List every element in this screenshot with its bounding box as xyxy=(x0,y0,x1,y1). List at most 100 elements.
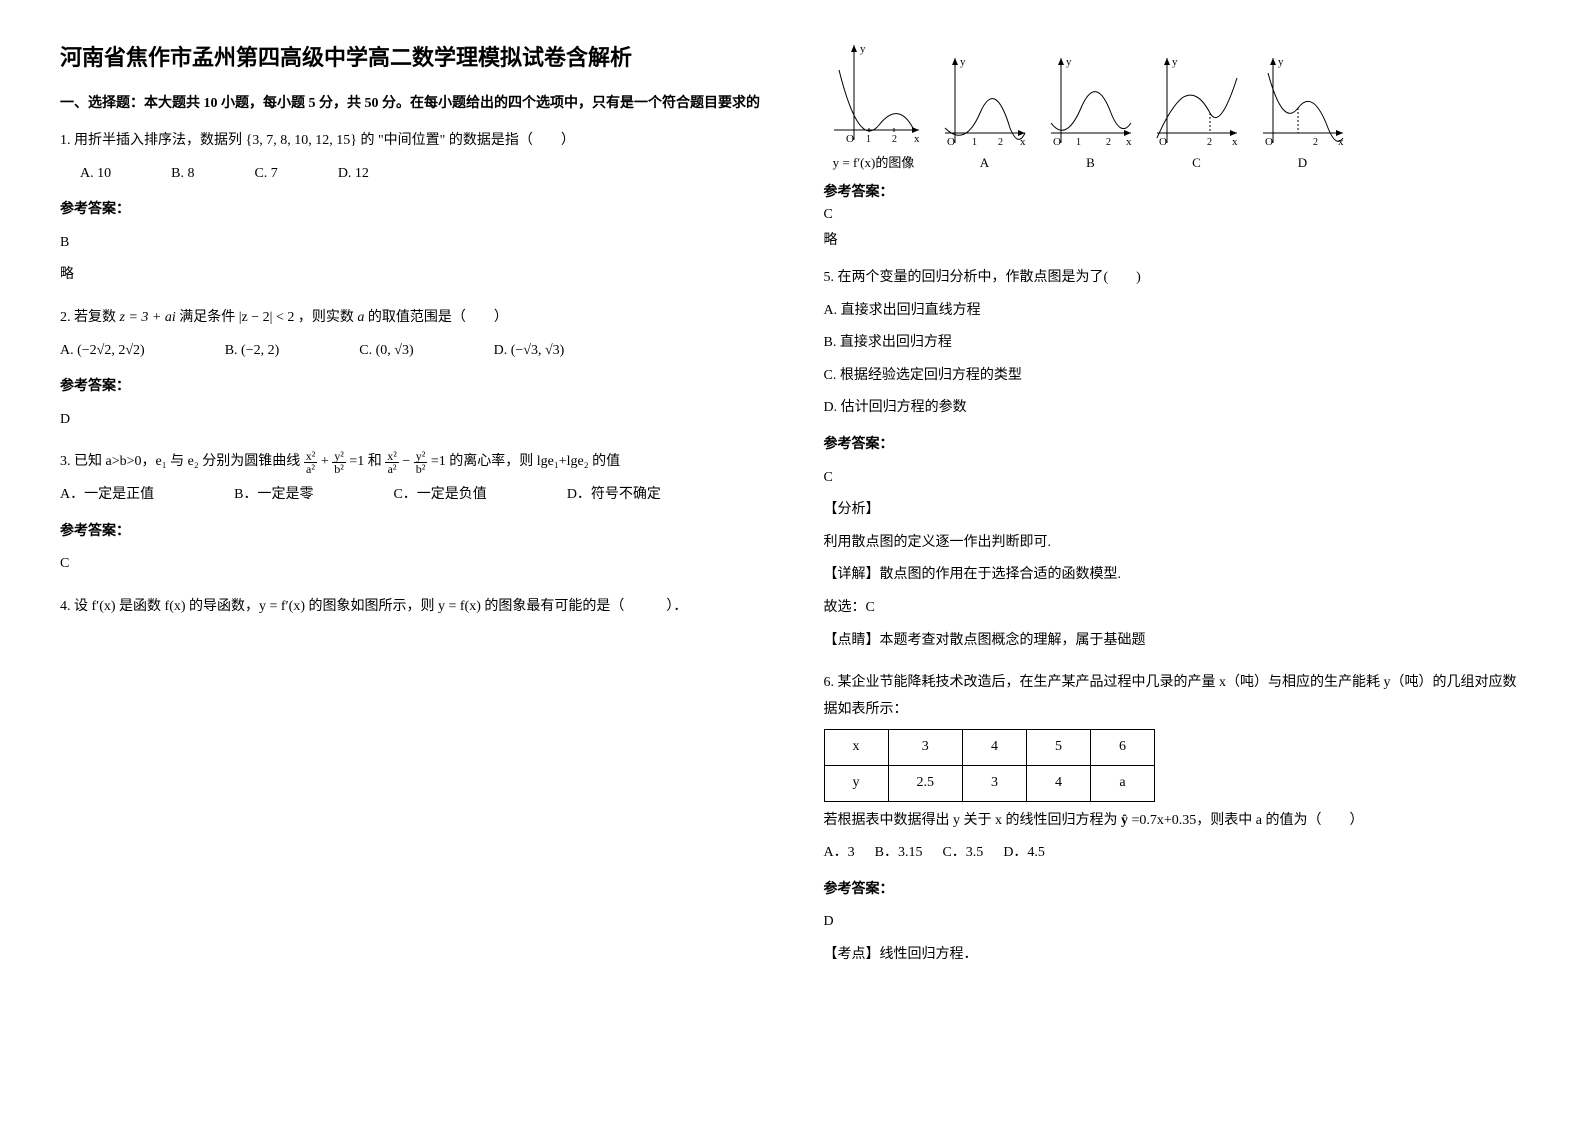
q1-set: {3, 7, 8, 10, 12, 15} xyxy=(246,133,357,148)
q6-text2-b: =0.7x+0.35，则表中 a 的值为（ ） xyxy=(1132,813,1364,828)
q4-answer-label: 参考答案： xyxy=(824,181,1528,201)
table-cell: a xyxy=(1091,765,1155,801)
table-cell: 5 xyxy=(1027,730,1091,766)
table-cell: 3 xyxy=(888,730,963,766)
table-cell: 3 xyxy=(963,765,1027,801)
svg-text:2: 2 xyxy=(1207,137,1212,148)
q3-mid1: + xyxy=(321,454,332,469)
q3-options: A．一定是正值 B．一定是零 C．一定是负值 D．符号不确定 xyxy=(60,482,764,509)
table-cell: 2.5 xyxy=(888,765,963,801)
q6-answer: D xyxy=(824,909,1528,936)
q1-opt-a: A. 10 xyxy=(80,161,111,188)
q3-frac4: y²b² xyxy=(414,450,428,475)
q1-text-b: 的 "中间位置" 的数据是指（ ） xyxy=(360,133,574,148)
q2-options: A. (−2√2, 2√2) B. (−2, 2) C. (0, √3) D. … xyxy=(60,338,764,365)
graph-d: y x O 2 D xyxy=(1258,53,1348,171)
q2-text-c: ，则实数 xyxy=(298,310,354,325)
q4-answer: C xyxy=(824,207,1528,223)
q2-answer-label: 参考答案： xyxy=(60,374,764,401)
svg-text:y: y xyxy=(1066,56,1072,68)
graph-main-label: y = f′(x)的图像 xyxy=(824,152,924,171)
q6-table: x 3 4 5 6 y 2.5 3 4 a xyxy=(824,729,1156,801)
svg-text:1: 1 xyxy=(866,134,871,145)
svg-text:2: 2 xyxy=(1313,137,1318,148)
svg-text:O: O xyxy=(1159,136,1167,148)
q3-eqend2: =1 的离心率，则 lge₁+lge₂ 的值 xyxy=(431,454,620,469)
svg-text:O: O xyxy=(846,133,854,145)
q1-answer-label: 参考答案： xyxy=(60,197,764,224)
q1-brief: 略 xyxy=(60,262,764,289)
left-column: 河南省焦作市孟州第四高级中学高二数学理模拟试卷含解析 一、选择题：本大题共 10… xyxy=(60,40,764,984)
q2-text-d: 的取值范围是（ ） xyxy=(368,310,508,325)
q3-frac1: x²a² xyxy=(304,450,318,475)
q6-text2: 若根据表中数据得出 y 关于 x 的线性回归方程为 ŷ =0.7x+0.35，则… xyxy=(824,808,1528,835)
q2-var: a xyxy=(357,310,364,325)
q2-text-b: 满足条件 xyxy=(179,310,235,325)
q2-expr1: z = 3 + ai xyxy=(120,310,176,325)
q5-answer: C xyxy=(824,465,1528,492)
q2-opt-c: C. (0, √3) xyxy=(359,338,413,365)
svg-text:2: 2 xyxy=(998,137,1003,148)
q2-text-a: 2. 若复数 xyxy=(60,310,116,325)
q6-kaodian-label: 【考点】 xyxy=(824,947,880,962)
graph-c-svg: y x O 2 xyxy=(1152,53,1242,153)
svg-text:x: x xyxy=(914,133,920,145)
q5-detail: 【详解】散点图的作用在于选择合适的函数模型. xyxy=(824,562,1528,589)
q3-frac3: x²a² xyxy=(385,450,399,475)
q5-analysis-label: 【分析】 xyxy=(824,497,1528,524)
q3-answer: C xyxy=(60,551,764,578)
q6-opt-d: D．4.5 xyxy=(1003,840,1045,867)
q5-answer-label: 参考答案： xyxy=(824,432,1528,459)
svg-text:x: x xyxy=(1232,136,1238,148)
table-row: y 2.5 3 4 a xyxy=(824,765,1155,801)
q5-detail-label: 【详解】 xyxy=(824,567,880,582)
table-cell: 6 xyxy=(1091,730,1155,766)
question-1: 1. 用折半插入排序法，数据列 {3, 7, 8, 10, 12, 15} 的 … xyxy=(60,128,764,289)
svg-text:x: x xyxy=(1020,136,1026,148)
table-row: x 3 4 5 6 xyxy=(824,730,1155,766)
q6-opt-a: A．3 xyxy=(824,840,855,867)
svg-text:y: y xyxy=(1278,56,1284,68)
graph-d-label: D xyxy=(1258,155,1348,171)
question-3: 3. 已知 a>b>0，e₁ 与 e₂ 分别为圆锥曲线 x²a² + y²b² … xyxy=(60,449,764,577)
svg-text:O: O xyxy=(1053,136,1061,148)
q1-opt-c: C. 7 xyxy=(254,161,277,188)
q1-options: A. 10 B. 8 C. 7 D. 12 xyxy=(60,161,764,188)
q2-expr2: |z − 2| < 2 xyxy=(239,310,295,325)
q2-opt-a: A. (−2√2, 2√2) xyxy=(60,338,145,365)
graph-main: y x O 1 2 y = f′(x)的图像 xyxy=(824,40,924,171)
q5-opt-b: B. 直接求出回归方程 xyxy=(824,330,1528,357)
question-4: 4. 设 f′(x) 是函数 f(x) 的导函数，y = f′(x) 的图象如图… xyxy=(60,594,764,621)
q4-brief: 略 xyxy=(824,229,1528,249)
q5-comment-text: 本题考查对散点图概念的理解，属于基础题 xyxy=(880,633,1146,648)
svg-text:1: 1 xyxy=(972,137,977,148)
svg-text:x: x xyxy=(1338,136,1344,148)
table-cell: y xyxy=(824,765,888,801)
q3-frac2: y²b² xyxy=(332,450,346,475)
q2-opt-d: D. (−√3, √3) xyxy=(494,338,565,365)
svg-text:y: y xyxy=(1172,56,1178,68)
q3-answer-label: 参考答案： xyxy=(60,519,764,546)
q1-answer: B xyxy=(60,230,764,257)
question-6: 6. 某企业节能降耗技术改造后，在生产某产品过程中几录的产量 x（吨）与相应的生… xyxy=(824,670,1528,968)
svg-text:2: 2 xyxy=(892,134,897,145)
q6-options: A．3 B．3.15 C．3.5 D．4.5 xyxy=(824,840,1528,867)
svg-text:1: 1 xyxy=(1076,137,1081,148)
q6-text2-a: 若根据表中数据得出 y 关于 x 的线性回归方程为 xyxy=(824,813,1118,828)
page-title: 河南省焦作市孟州第四高级中学高二数学理模拟试卷含解析 xyxy=(60,40,764,72)
question-2: 2. 若复数 z = 3 + ai 满足条件 |z − 2| < 2 ，则实数 … xyxy=(60,305,764,433)
q5-analysis: 利用散点图的定义逐一作出判断即可. xyxy=(824,530,1528,557)
question-5: 5. 在两个变量的回归分析中，作散点图是为了( ) A. 直接求出回归直线方程 … xyxy=(824,265,1528,654)
table-cell: 4 xyxy=(963,730,1027,766)
q6-text: 6. 某企业节能降耗技术改造后，在生产某产品过程中几录的产量 x（吨）与相应的生… xyxy=(824,670,1528,723)
q1-text-a: 1. 用折半插入排序法，数据列 xyxy=(60,133,242,148)
graph-b: y x O 1 2 B xyxy=(1046,53,1136,171)
q4-graphs: y x O 1 2 y = f′(x)的图像 y xyxy=(824,40,1528,171)
svg-text:x: x xyxy=(1126,136,1132,148)
graph-a: y x O 1 2 A xyxy=(940,53,1030,171)
right-column: y x O 1 2 y = f′(x)的图像 y xyxy=(824,40,1528,984)
table-cell: 4 xyxy=(1027,765,1091,801)
graph-d-svg: y x O 2 xyxy=(1258,53,1348,153)
q3-opt-d: D．符号不确定 xyxy=(567,482,661,509)
q6-kaodian-text: 线性回归方程． xyxy=(880,947,978,962)
